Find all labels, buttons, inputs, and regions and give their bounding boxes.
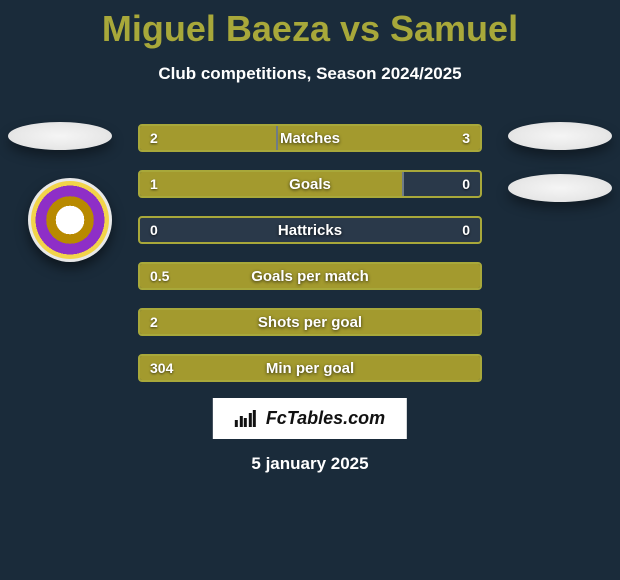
stat-row: 23Matches xyxy=(138,124,482,152)
stats-bars: 23Matches10Goals00Hattricks0.5Goals per … xyxy=(138,124,482,382)
stat-left-fill xyxy=(140,356,480,380)
player2-avatar-placeholder xyxy=(508,122,612,150)
stat-left-fill xyxy=(140,310,480,334)
stat-right-fill xyxy=(276,126,480,150)
brand-bars-icon xyxy=(235,410,256,427)
stat-left-fill xyxy=(140,264,480,288)
vs-separator: vs xyxy=(330,8,390,49)
stat-row: 304Min per goal xyxy=(138,354,482,382)
stat-left-value: 2 xyxy=(140,310,168,334)
stat-left-value: 1 xyxy=(140,172,168,196)
stat-left-value: 0.5 xyxy=(140,264,179,288)
stat-right-value: 3 xyxy=(452,126,480,150)
stat-right-value: 0 xyxy=(452,218,480,242)
player2-club-placeholder xyxy=(508,174,612,202)
stat-divider xyxy=(276,126,278,150)
stat-row: 2Shots per goal xyxy=(138,308,482,336)
brand-badge: FcTables.com xyxy=(213,398,407,439)
stat-label: Hattricks xyxy=(140,218,480,242)
stat-left-value: 2 xyxy=(140,126,168,150)
subtitle: Club competitions, Season 2024/2025 xyxy=(0,64,620,84)
player1-club-crest xyxy=(28,178,112,262)
date-line: 5 january 2025 xyxy=(0,454,620,474)
page-title: Miguel Baeza vs Samuel xyxy=(0,0,620,50)
stat-left-value: 304 xyxy=(140,356,183,380)
stat-left-fill xyxy=(140,172,402,196)
stat-left-value: 0 xyxy=(140,218,168,242)
stat-right-value: 0 xyxy=(452,172,480,196)
stat-row: 0.5Goals per match xyxy=(138,262,482,290)
stat-row: 0 0Hattricks xyxy=(138,216,482,244)
stat-row: 10Goals xyxy=(138,170,482,198)
player1-name: Miguel Baeza xyxy=(102,8,330,49)
brand-text: FcTables.com xyxy=(266,408,385,429)
stat-divider xyxy=(402,172,404,196)
player2-name: Samuel xyxy=(390,8,518,49)
player1-avatar-placeholder xyxy=(8,122,112,150)
